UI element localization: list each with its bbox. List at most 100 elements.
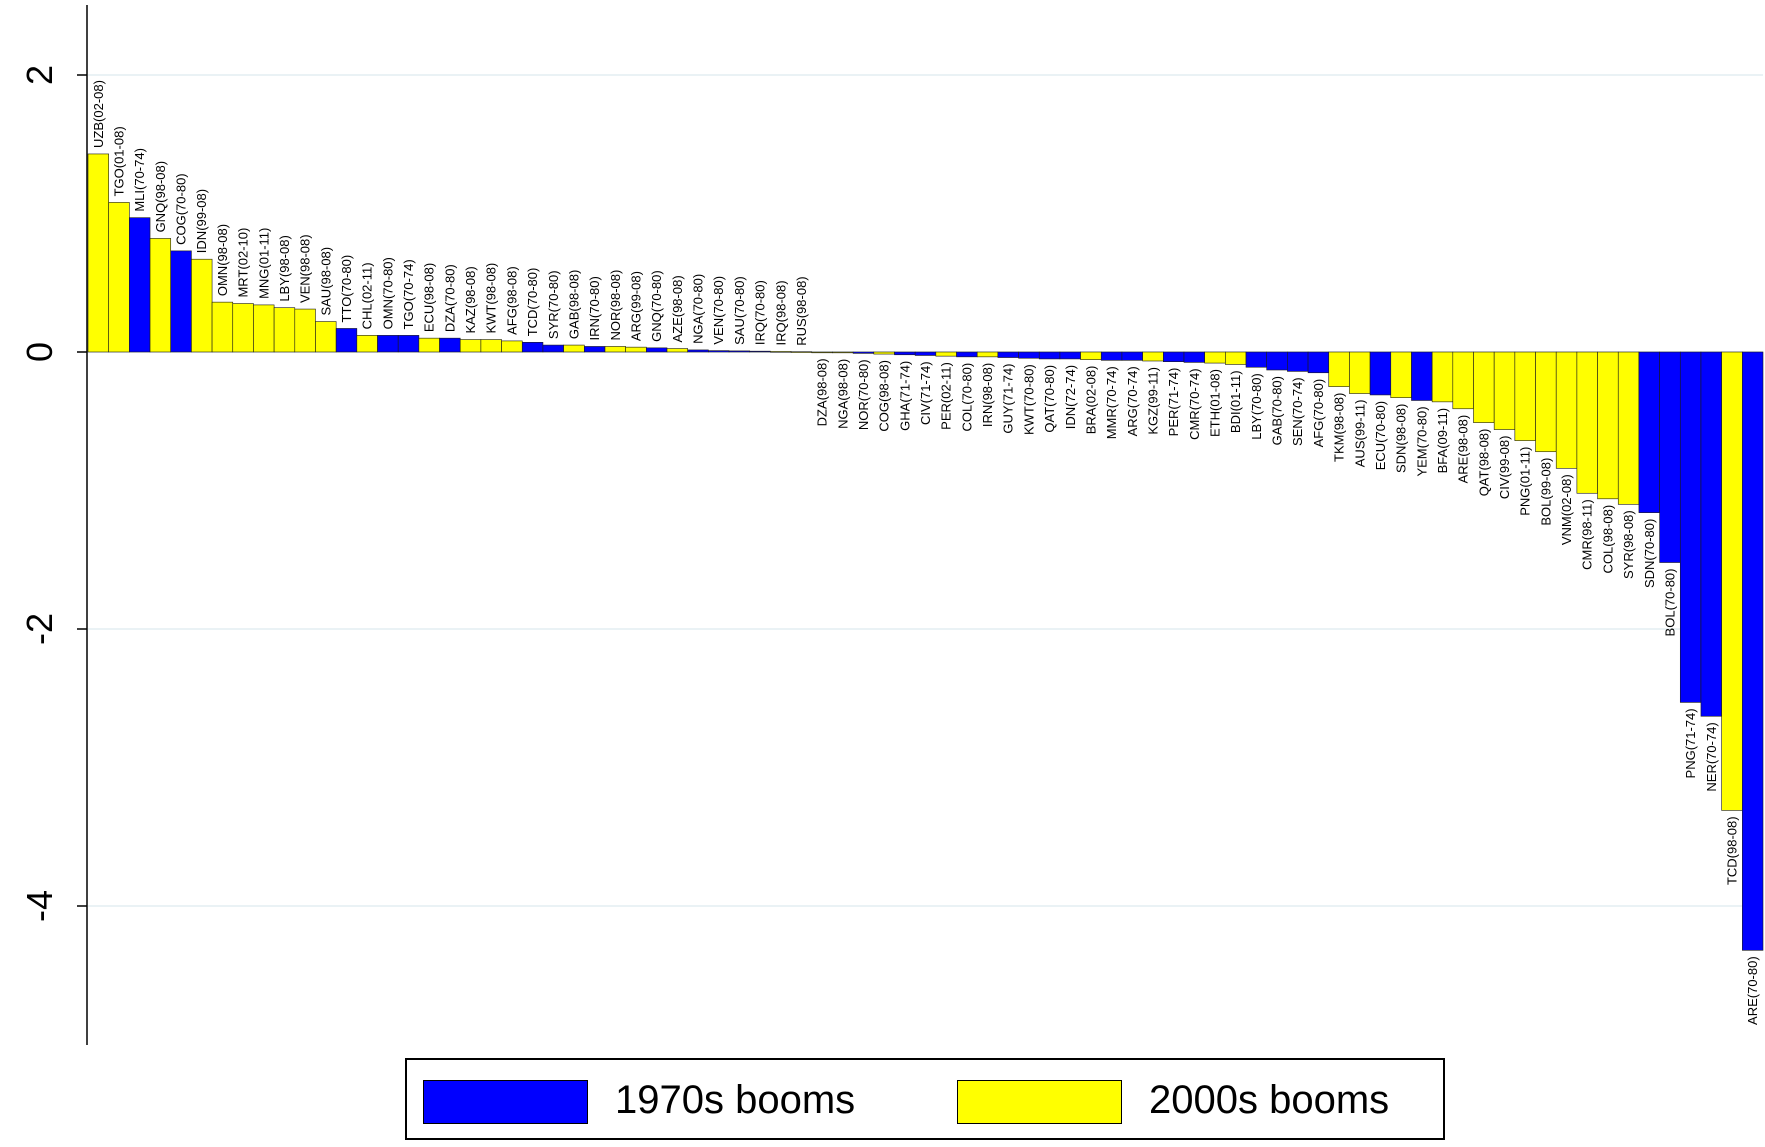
bar-label: PNG(01-11) bbox=[1518, 447, 1533, 516]
bar bbox=[1183, 351, 1205, 363]
bar-label: GAB(98-08) bbox=[566, 270, 581, 339]
bar-label: TCD(70-80) bbox=[525, 268, 540, 337]
bar bbox=[1535, 351, 1557, 453]
bar-label: LBY(70-80) bbox=[1249, 373, 1264, 439]
bar-label: LBY(98-08) bbox=[277, 235, 292, 301]
bar bbox=[439, 337, 461, 353]
bar bbox=[1411, 351, 1433, 401]
y-tick-label: -4 bbox=[19, 890, 60, 922]
bar-label: BOL(99-08) bbox=[1538, 458, 1553, 526]
bar bbox=[1742, 351, 1764, 951]
bar-label: AFG(98-08) bbox=[504, 266, 519, 335]
bar bbox=[1018, 351, 1040, 359]
bar-label: CMR(98-11) bbox=[1580, 499, 1595, 570]
bar bbox=[770, 351, 792, 353]
bar bbox=[1721, 351, 1743, 811]
bar-label: TGO(01-08) bbox=[112, 126, 127, 196]
bar-label: CMR(70-74) bbox=[1187, 368, 1202, 440]
bar-label: ARE(98-08) bbox=[1456, 415, 1471, 484]
bar bbox=[832, 351, 854, 354]
bar-label: NGA(98-08) bbox=[835, 359, 850, 429]
bar bbox=[1100, 351, 1123, 361]
bar bbox=[211, 301, 234, 353]
bar bbox=[273, 307, 296, 353]
bar-label: PER(02-11) bbox=[939, 362, 954, 430]
bar-label: BFA(09-11) bbox=[1435, 408, 1450, 474]
bar-label: COL(70-80) bbox=[959, 363, 974, 432]
bar bbox=[1555, 351, 1578, 469]
bar bbox=[1659, 351, 1681, 563]
bar-label: ECU(98-08) bbox=[422, 263, 437, 332]
bar-label: QAT(70-80) bbox=[1042, 365, 1057, 433]
bar-label: CIV(71-74) bbox=[918, 361, 933, 425]
bar-label: MLI(70-74) bbox=[132, 148, 147, 212]
bar bbox=[1390, 351, 1412, 399]
bar-label: NGA(70-80) bbox=[691, 274, 706, 344]
bar bbox=[749, 350, 771, 353]
y-tick-label: 0 bbox=[19, 342, 60, 362]
bar-label: COG(70-80) bbox=[174, 173, 189, 245]
bar bbox=[253, 304, 275, 353]
bar bbox=[1225, 351, 1247, 365]
bar bbox=[1328, 351, 1350, 387]
bar-label: AZE(98-08) bbox=[670, 275, 685, 342]
bar bbox=[335, 328, 358, 353]
bar-label: GUY(71-74) bbox=[1001, 364, 1016, 434]
bar bbox=[542, 344, 564, 353]
bar-label: MRT(02-10) bbox=[236, 228, 251, 298]
bar bbox=[377, 335, 399, 353]
bar bbox=[521, 342, 544, 353]
bar-label: KGZ(99-11) bbox=[1145, 367, 1160, 435]
bar-label: ARE(70-80) bbox=[1745, 956, 1760, 1025]
bar bbox=[1245, 351, 1268, 368]
bar bbox=[1059, 351, 1081, 360]
bar bbox=[956, 351, 978, 358]
bar-label: GHA(71-74) bbox=[897, 361, 912, 431]
bar-label: VEN(98-08) bbox=[298, 234, 313, 303]
legend-swatch-1970s bbox=[423, 1080, 588, 1124]
bar-label: ARG(70-74) bbox=[1125, 366, 1140, 436]
bar bbox=[625, 346, 647, 353]
bar-label: AFG(70-80) bbox=[1311, 379, 1326, 448]
bar bbox=[1121, 351, 1143, 361]
bar bbox=[811, 351, 833, 354]
bar-label: ARG(99-08) bbox=[628, 271, 643, 341]
bar-label: BDI(01-11) bbox=[1228, 370, 1243, 433]
y-axis-ticks: 2 0 -2 -4 bbox=[19, 65, 87, 922]
bar bbox=[356, 335, 378, 353]
bar-label: AUS(99-11) bbox=[1352, 400, 1367, 468]
bar bbox=[170, 250, 192, 353]
bar bbox=[501, 340, 523, 353]
bar bbox=[583, 346, 606, 353]
bar-label: CIV(99-08) bbox=[1497, 436, 1512, 500]
bar-label: QAT(98-08) bbox=[1476, 429, 1491, 497]
bar bbox=[1473, 351, 1495, 423]
bar-label: DZA(98-08) bbox=[815, 358, 830, 426]
bar-label: SYR(70-80) bbox=[546, 270, 561, 339]
bar bbox=[1638, 351, 1660, 513]
bar bbox=[1617, 351, 1640, 505]
bar-label: IDN(99-08) bbox=[194, 189, 209, 253]
bar bbox=[997, 351, 1019, 358]
bar bbox=[728, 350, 751, 353]
bar-label: SAU(70-80) bbox=[732, 276, 747, 345]
bar-label: UZB(02-08) bbox=[91, 80, 106, 148]
bar-label: IRQ(70-80) bbox=[753, 280, 768, 345]
bar bbox=[191, 258, 213, 353]
bar bbox=[1204, 351, 1226, 364]
bar-label: TCD(98-08) bbox=[1724, 816, 1739, 885]
bar-label: IRN(70-80) bbox=[587, 276, 602, 340]
bar bbox=[149, 238, 172, 353]
bar bbox=[1349, 351, 1371, 394]
y-tick-label: -2 bbox=[19, 613, 60, 645]
bar-label: COL(98-08) bbox=[1600, 505, 1615, 574]
bar-label: PNG(71-74) bbox=[1683, 708, 1698, 778]
bar bbox=[1514, 351, 1536, 441]
bar bbox=[1142, 351, 1164, 362]
bar bbox=[480, 339, 502, 353]
bar bbox=[666, 348, 688, 353]
bar-label: VNM(02-08) bbox=[1559, 474, 1574, 545]
bar bbox=[1597, 351, 1619, 500]
